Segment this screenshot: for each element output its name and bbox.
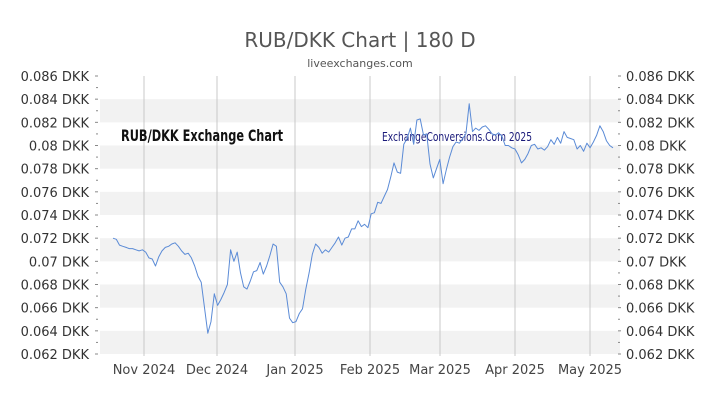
y-tick-label-right: 0.068 DKK <box>626 279 695 294</box>
y-tick-label-left: 0.062 DKK <box>21 348 90 363</box>
x-tick-label: Dec 2024 <box>186 363 248 378</box>
y-tick-label-right: 0.08 DKK <box>626 140 687 155</box>
y-tick-label-left: 0.084 DKK <box>21 93 90 108</box>
y-tick-label-left: 0.064 DKK <box>21 325 90 340</box>
y-tick-label-left: 0.07 DKK <box>29 255 90 270</box>
y-tick-label-right: 0.072 DKK <box>626 232 695 247</box>
x-tick-label: Apr 2025 <box>485 363 545 378</box>
watermark-right: ExchangeConversions.Com 2025 <box>382 130 532 144</box>
chart-subtitle: liveexchanges.com <box>307 57 412 70</box>
series-line-group <box>112 103 614 334</box>
x-tick-label: Feb 2025 <box>340 363 400 378</box>
x-tick-label: Mar 2025 <box>409 363 471 378</box>
y-tick-label-left: 0.078 DKK <box>21 163 90 178</box>
x-tick-label: Nov 2024 <box>113 363 176 378</box>
y-tick-label-left: 0.066 DKK <box>21 302 90 317</box>
y-axis-left: 0.086 DKK 0.084 DKK 0.082 DKK 0.08 DKK 0.078… <box>21 70 98 363</box>
x-axis: Nov 2024 Dec 2024 Jan 2025 Feb 2025 Mar 2025… <box>113 363 622 378</box>
y-tick-label-left: 0.072 DKK <box>21 232 90 247</box>
y-tick-label-right: 0.07 DKK <box>626 255 687 270</box>
x-tick-label: Jan 2025 <box>265 363 323 378</box>
y-axis-right: 0.086 DKK 0.084 DKK 0.082 DKK 0.08 DKK 0.078… <box>618 70 695 363</box>
grid-band <box>100 191 620 215</box>
y-tick-label-left: 0.08 DKK <box>29 140 90 155</box>
y-tick-label-right: 0.086 DKK <box>626 70 695 85</box>
series-line-rub-dkk <box>112 103 614 334</box>
y-tick-label-left: 0.082 DKK <box>21 116 90 131</box>
y-tick-label-right: 0.084 DKK <box>626 93 695 108</box>
vertical-grid-lines <box>143 76 591 356</box>
x-tick-label: May 2025 <box>558 363 622 378</box>
y-tick-label-left: 0.068 DKK <box>21 279 90 294</box>
y-tick-label-right: 0.078 DKK <box>626 163 695 178</box>
chart-title: RUB/DKK Chart | 180 D <box>244 28 475 52</box>
watermark-left: RUB/DKK Exchange Chart <box>121 126 283 145</box>
y-tick-label-right: 0.076 DKK <box>626 186 695 201</box>
y-tick-label-left: 0.076 DKK <box>21 186 90 201</box>
y-tick-label-right: 0.074 DKK <box>626 209 695 224</box>
grid-band <box>100 99 620 123</box>
grid-band <box>100 145 620 169</box>
grid-band <box>100 238 620 262</box>
y-tick-label-left: 0.086 DKK <box>21 70 90 85</box>
y-tick-label-right: 0.062 DKK <box>626 348 695 363</box>
y-tick-label-right: 0.082 DKK <box>626 116 695 131</box>
grid-band <box>100 330 620 354</box>
y-tick-label-right: 0.064 DKK <box>626 325 695 340</box>
grid-band <box>100 284 620 308</box>
y-tick-label-left: 0.074 DKK <box>21 209 90 224</box>
y-tick-label-right: 0.066 DKK <box>626 302 695 317</box>
